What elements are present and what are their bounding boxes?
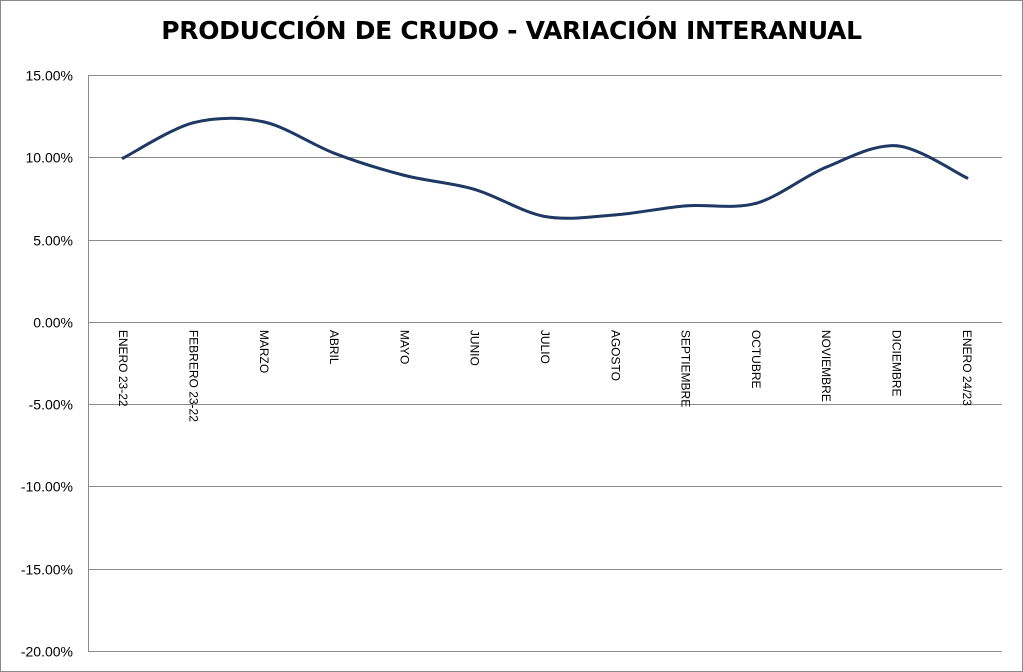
x-tick-label: FEBRERO 23-22 <box>186 330 200 422</box>
data-point <box>402 173 406 177</box>
series-line <box>121 116 969 220</box>
x-tick-label: AGOSTO <box>608 330 622 381</box>
x-tick-label: OCTUBRE <box>749 330 763 389</box>
data-point <box>824 165 828 169</box>
data-point <box>121 156 125 160</box>
x-tick-label: NOVIEMBRE <box>819 330 833 402</box>
data-point <box>684 204 688 208</box>
x-tick-label: ABRIL <box>327 330 341 365</box>
y-tick-label: -10.00% <box>21 479 73 495</box>
data-point <box>191 121 195 125</box>
x-tick-label: JULIO <box>538 330 552 364</box>
y-tick-label: -15.00% <box>21 562 73 578</box>
x-tick-label: DICIEMBRE <box>890 330 904 397</box>
y-tick-label: 5.00% <box>33 233 73 249</box>
data-point <box>543 215 547 219</box>
y-tick-label: -20.00% <box>21 644 73 660</box>
y-tick-label: 15.00% <box>26 68 73 84</box>
y-tick-label: -5.00% <box>29 397 73 413</box>
x-tick-label: MARZO <box>257 330 271 373</box>
data-point <box>332 151 336 155</box>
x-tick-label: SEPTIEMBRE <box>679 330 693 407</box>
data-point <box>473 187 477 191</box>
data-point <box>262 120 266 124</box>
data-point <box>613 213 617 217</box>
data-point <box>895 144 899 148</box>
data-point <box>965 176 969 180</box>
data-point <box>754 201 758 205</box>
x-tick-label: JUNIO <box>468 330 482 366</box>
x-tick-label: ENERO 24/23 <box>960 330 974 406</box>
x-tick-label: ENERO 23-22 <box>116 330 130 407</box>
chart-title: PRODUCCIÓN DE CRUDO - VARIACIÓN INTERANU… <box>161 16 862 45</box>
y-tick-label: 10.00% <box>26 150 73 166</box>
x-tick-label: MAYO <box>397 330 411 364</box>
y-tick-label: 0.00% <box>33 315 73 331</box>
